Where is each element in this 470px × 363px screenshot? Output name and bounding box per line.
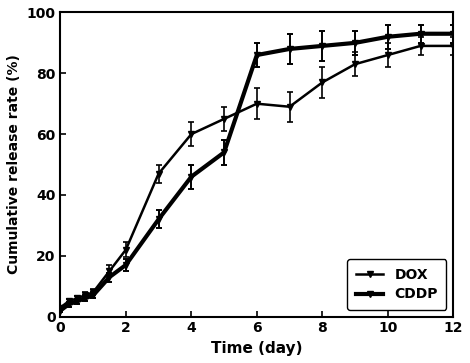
Y-axis label: Cumulative release rate (%): Cumulative release rate (%) [7, 54, 21, 274]
Legend: DOX, CDDP: DOX, CDDP [347, 260, 446, 310]
X-axis label: Time (day): Time (day) [211, 341, 303, 356]
